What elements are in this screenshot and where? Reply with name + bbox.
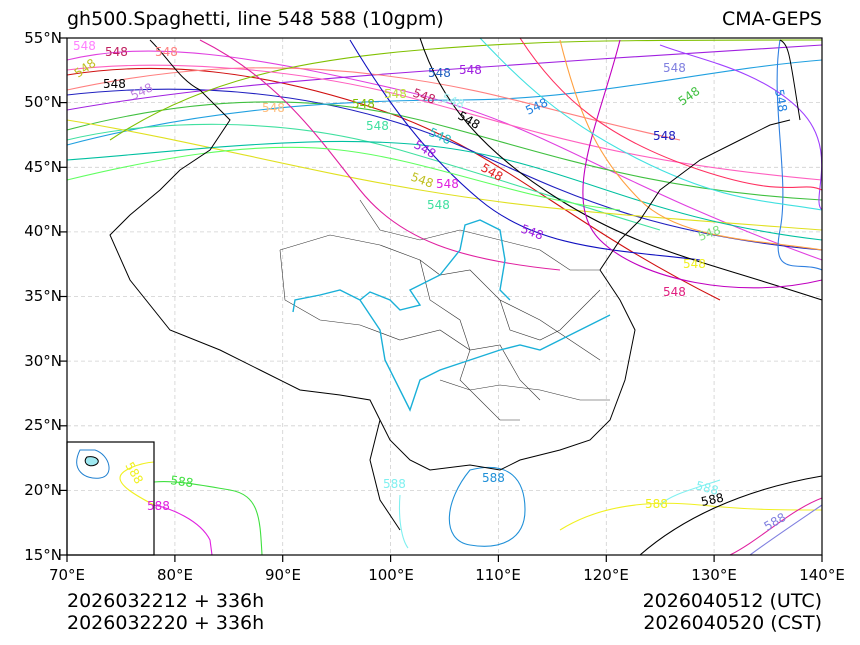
y-tick-label: 45°N	[24, 158, 62, 176]
contour-label: 548	[384, 87, 407, 101]
x-tick-label: 120°E	[583, 566, 629, 584]
chart-title: gh500.Spaghetti, line 548 588 (10gpm)	[67, 8, 444, 30]
x-tick-label: 110°E	[475, 566, 521, 584]
contour-label: 548	[456, 108, 483, 132]
valid-time-utc: 2026040512 (UTC)	[642, 590, 822, 612]
init-time-block: 2026032212 + 336h 2026032220 + 336h	[67, 590, 264, 634]
rivers	[292, 219, 611, 412]
contour-label: 588	[700, 490, 725, 508]
x-tick-label: 80°E	[156, 566, 194, 584]
contours-548	[66, 37, 823, 301]
y-tick-label: 35°N	[24, 287, 62, 305]
x-tick-label: 140°E	[799, 566, 845, 584]
contour-label: 548	[73, 39, 96, 53]
contour-label: 548	[262, 101, 285, 115]
contour-label: 548	[696, 223, 722, 244]
contour-label: 588	[645, 497, 668, 511]
model-name: CMA-GEPS	[721, 8, 822, 30]
contour-label: 548	[155, 45, 178, 59]
contour-label: 548	[523, 95, 550, 117]
contour-label: 548	[427, 198, 450, 212]
x-tick-label: 100°E	[368, 566, 414, 584]
contour-label: 588	[383, 477, 406, 491]
contour-label: 548	[366, 119, 389, 133]
valid-time-block: 2026040512 (UTC) 2026040520 (CST)	[643, 590, 822, 634]
y-tick-label: 55°N	[24, 29, 62, 47]
contour-label: 548	[103, 77, 126, 91]
y-tick-label: 30°N	[24, 352, 62, 370]
contour-label: 548	[428, 66, 451, 80]
y-tick-label: 25°N	[24, 416, 62, 434]
contour-label: 548	[409, 170, 435, 191]
init-time-cst: 2026032220 + 336h	[67, 612, 265, 634]
province-borders	[279, 199, 610, 421]
y-tick-label: 50°N	[24, 93, 62, 111]
contour-label: 548	[459, 63, 482, 77]
contour-label: 548	[683, 257, 706, 271]
x-tick-label: 70°E	[48, 566, 86, 584]
contour-label: 548	[772, 88, 790, 113]
contour-label: 548	[436, 177, 459, 191]
contour-label: 548	[663, 61, 686, 75]
axis-ticks	[60, 37, 823, 562]
y-tick-label: 40°N	[24, 222, 62, 240]
y-tick-label: 15°N	[24, 546, 62, 564]
contour-label: 588	[694, 478, 720, 497]
borders	[109, 39, 801, 531]
contours-588	[119, 461, 823, 556]
contour-label: 548	[663, 285, 686, 299]
contour-label: 548	[128, 80, 155, 102]
contour-label: 588	[147, 499, 170, 513]
contour-labels-588: 588 588 588 588 588 588 588 588 588	[122, 460, 788, 534]
init-time-utc: 2026032212 + 336h	[67, 590, 265, 612]
x-tick-label: 130°E	[691, 566, 737, 584]
contour-label: 548	[519, 222, 545, 243]
inset-map	[66, 441, 155, 556]
valid-time-cst: 2026040520 (CST)	[643, 612, 822, 634]
contour-label: 588	[170, 473, 195, 490]
contour-label: 548	[72, 56, 99, 81]
contour-label: 548	[105, 45, 128, 59]
x-tick-label: 90°E	[264, 566, 302, 584]
contour-label: 588	[482, 471, 505, 485]
contour-label: 548	[352, 97, 375, 111]
y-tick-label: 20°N	[24, 481, 62, 499]
contour-label: 548	[676, 84, 703, 109]
contour-label: 548	[653, 129, 676, 143]
contour-label: 548	[411, 86, 437, 107]
